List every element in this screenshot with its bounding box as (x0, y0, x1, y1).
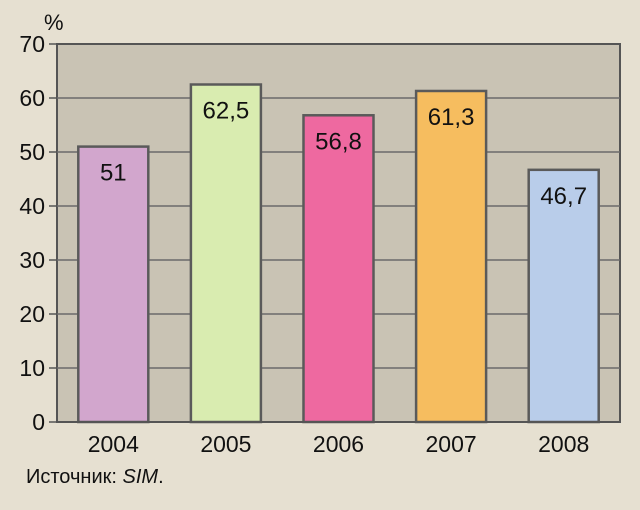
data-label: 51 (100, 160, 127, 187)
source-prefix: Источник: (26, 466, 123, 488)
x-tick-label: 2008 (538, 431, 589, 457)
y-tick-label: 70 (19, 31, 45, 57)
data-label: 61,3 (428, 104, 475, 131)
bar (302, 114, 375, 424)
y-tick-label: 30 (19, 247, 45, 273)
bar (527, 168, 600, 424)
bar (77, 145, 150, 424)
bars: 51 62,5 56,8 61,3 46,7 (77, 83, 600, 424)
y-tick-label: 50 (19, 139, 45, 165)
y-tick-label: 60 (19, 85, 45, 111)
data-label: 46,7 (540, 183, 587, 210)
source-suffix: . (158, 466, 164, 488)
x-axis: 2004 2005 2006 2007 2008 (88, 431, 590, 457)
x-tick-label: 2004 (88, 431, 139, 457)
x-tick-label: 2007 (426, 431, 477, 457)
source-name: SIM (122, 466, 159, 488)
source-note: Источник: SIM. (26, 466, 164, 489)
x-tick-label: 2005 (200, 431, 251, 457)
bar (189, 83, 263, 424)
data-label: 56,8 (315, 128, 362, 155)
data-label: 62,5 (203, 98, 250, 125)
x-tick-label: 2006 (313, 431, 364, 457)
y-tick-label: 10 (19, 355, 45, 381)
y-tick-label: 20 (19, 301, 45, 327)
y-axis-unit: % (44, 10, 64, 35)
bar (414, 89, 488, 424)
y-tick-label: 40 (19, 193, 45, 219)
y-tick-label: 0 (32, 409, 45, 435)
y-axis: 0 10 20 30 40 50 60 70 (19, 31, 57, 435)
